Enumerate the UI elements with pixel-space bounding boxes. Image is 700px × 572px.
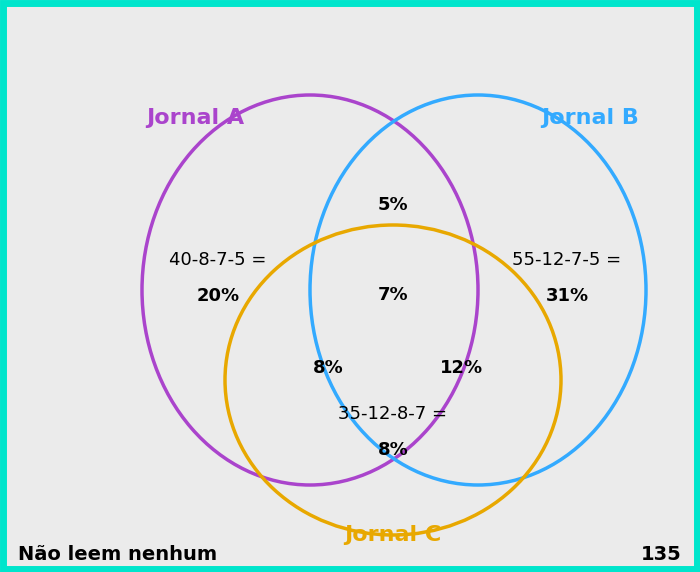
Text: Jornal A: Jornal A [146,108,244,128]
Text: 135: 135 [641,545,682,563]
Text: 8%: 8% [377,441,408,459]
Text: 20%: 20% [197,287,239,305]
Text: Jornal B: Jornal B [541,108,639,128]
Text: 7%: 7% [378,286,408,304]
Text: Jornal C: Jornal C [344,525,442,545]
Text: 55-12-7-5 =: 55-12-7-5 = [512,251,622,269]
Text: 35-12-8-7 =: 35-12-8-7 = [339,405,447,423]
Text: 8%: 8% [313,359,344,377]
Text: 40-8-7-5 =: 40-8-7-5 = [169,251,267,269]
Text: Não leem nenhum: Não leem nenhum [18,545,217,563]
Text: 31%: 31% [545,287,589,305]
Text: 5%: 5% [378,196,408,214]
Text: 12%: 12% [440,359,484,377]
